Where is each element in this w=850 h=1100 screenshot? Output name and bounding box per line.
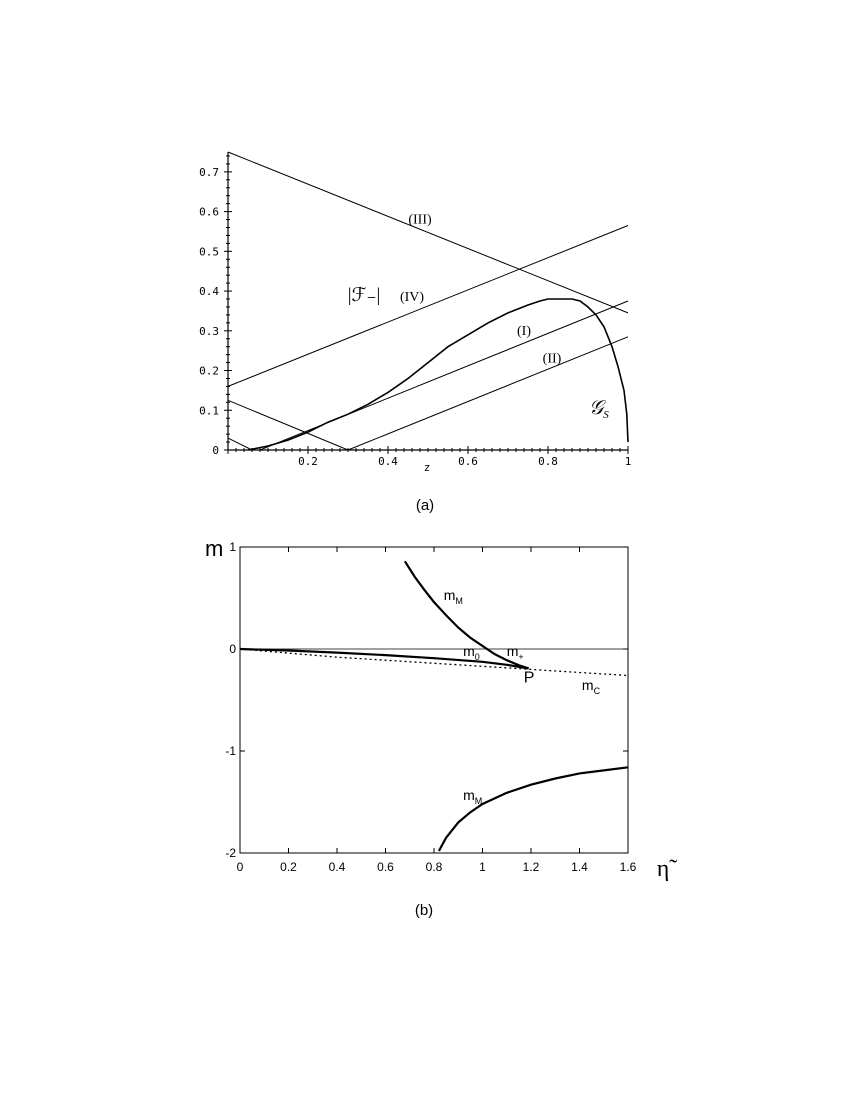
line-iv [227, 225, 629, 387]
y-tick-label: 0.1 [199, 404, 219, 417]
x-tick-label: 1.4 [571, 860, 588, 874]
point-label: P [524, 670, 535, 687]
x-tick-label: 0.2 [298, 455, 318, 468]
x-tick-label: 1 [479, 860, 486, 874]
panel-b-x-tick-labels: 0 0.2 0.4 0.6 0.8 1 1.2 1.4 1.6 [237, 860, 637, 874]
x-tick-label: 1.2 [523, 860, 540, 874]
y-tick-label: 0.7 [199, 166, 219, 179]
y-tick-label: 0 [229, 642, 236, 656]
annotation-label: (II) [543, 352, 562, 367]
curve-g-s [247, 298, 629, 451]
x-tick-label: 0 [237, 860, 244, 874]
panel-a-minor-ticks [224, 155, 629, 454]
curve-m-m-upper [403, 560, 529, 670]
y-tick-label: 0.3 [199, 325, 219, 338]
curve-label: m0 [463, 643, 480, 662]
panel-b-chart: 1 0 -1 -2 0 0.2 0.4 0.6 0.8 1 1.2 1.4 1.6 m η̃ mM m0… [205, 536, 677, 919]
curve-label-subscript: 0 [475, 652, 480, 662]
y-tick-label: -1 [225, 744, 236, 758]
curve-label: mM [444, 587, 463, 606]
curve-m-c [239, 648, 629, 677]
annotation-label: (I) [517, 324, 531, 339]
panel-a-annotations: (III) |ℱ₋| (IV) (I) (II) 𝒢 S [348, 213, 610, 422]
annotation-label: (IV) [400, 290, 424, 305]
y-tick-label: 0 [212, 444, 219, 457]
x-tick-label: 0.4 [378, 455, 398, 468]
panel-b-x-axis-label: η̃ [657, 856, 678, 882]
y-tick-label: 0.5 [199, 245, 219, 258]
panel-b-plot-frame [239, 546, 629, 854]
y-tick-label: 0.4 [199, 285, 219, 298]
curve-label-subscript: C [594, 686, 601, 696]
curve-label: m+ [507, 643, 524, 662]
x-tick-label: 1.6 [620, 860, 637, 874]
line-unlabeled-5 [227, 437, 253, 451]
line-iii [227, 151, 629, 314]
panel-b-series [239, 560, 629, 852]
panel-a-x-axis-label: z [424, 461, 431, 474]
line-ii [347, 336, 629, 451]
curve-label: mC [582, 677, 601, 696]
x-tick-label: 1 [625, 455, 632, 468]
x-tick-label: 0.4 [329, 860, 346, 874]
panel-a-series [227, 151, 629, 451]
y-tick-label: 0.2 [199, 365, 219, 378]
annotation-label: |ℱ₋| [348, 285, 381, 306]
y-tick-label: 1 [229, 540, 236, 554]
annotation-label: (III) [408, 213, 432, 228]
curve-m-m-lower [437, 766, 629, 852]
curve-m-0 [239, 647, 529, 670]
panel-b-caption: (b) [415, 902, 433, 919]
y-tick-label: -2 [225, 846, 236, 860]
panel-a-y-tick-labels: 0 0.1 0.2 0.3 0.4 0.5 0.6 0.7 [199, 166, 219, 457]
panel-a-chart: 0 0.1 0.2 0.3 0.4 0.5 0.6 0.7 0.2 0.4 0.6 0.8 1 z (… [199, 151, 631, 514]
line-unlabeled-4 [227, 399, 349, 451]
curve-label-subscript: + [518, 652, 523, 662]
x-tick-label: 0.6 [377, 860, 394, 874]
annotation-label: 𝒢 [589, 397, 607, 419]
panel-b-tick-marks [239, 546, 629, 854]
annotation-label: S [603, 409, 609, 421]
curve-label-subscript: M [455, 596, 463, 606]
y-tick-label: 0.6 [199, 206, 219, 219]
panel-b-y-axis-label: m [205, 536, 223, 561]
panel-a-x-tick-labels: 0.2 0.4 0.6 0.8 1 [298, 455, 631, 468]
panel-b-y-tick-labels: 1 0 -1 -2 [225, 540, 236, 860]
x-tick-label: 0.2 [280, 860, 297, 874]
curve-label: mM [463, 787, 482, 806]
x-tick-label: 0.8 [538, 455, 558, 468]
x-tick-label: 0.6 [458, 455, 478, 468]
curve-label-subscript: M [475, 796, 483, 806]
panel-a-caption: (a) [416, 497, 434, 514]
x-tick-label: 0.8 [426, 860, 443, 874]
